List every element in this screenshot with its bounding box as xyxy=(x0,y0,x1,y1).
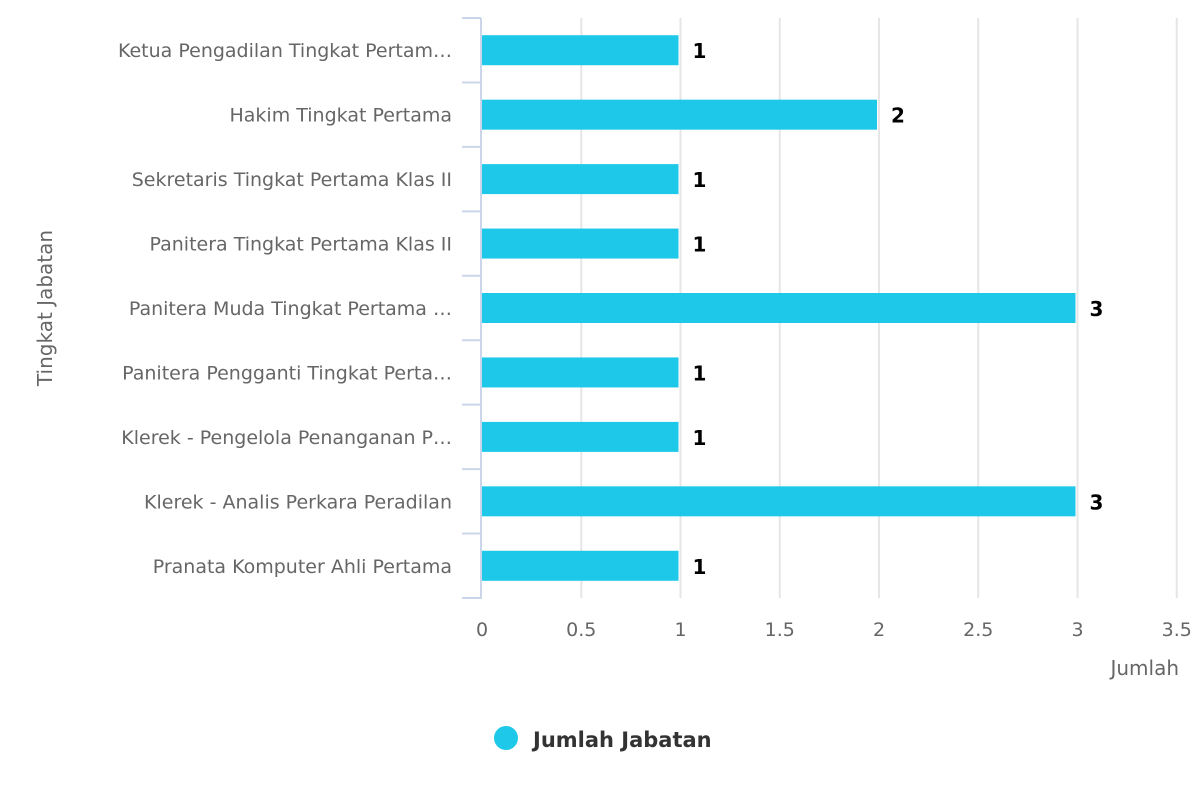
y-axis-title: Tingkat Jabatan xyxy=(33,230,57,387)
y-category-label: Pranata Komputer Ahli Pertama xyxy=(153,556,452,578)
bar xyxy=(482,35,679,66)
y-category-label: Ketua Pengadilan Tingkat Pertam… xyxy=(118,40,452,62)
y-category-label: Klerek - Pengelola Penanganan P… xyxy=(121,427,452,449)
x-tick-label: 3.5 xyxy=(1162,619,1192,641)
legend-marker-icon xyxy=(494,726,518,750)
data-label: 1 xyxy=(693,39,707,63)
bar xyxy=(482,228,679,259)
legend-item[interactable]: Jumlah Jabatan xyxy=(494,726,712,752)
x-axis-title: Jumlah xyxy=(1108,656,1179,680)
x-tick-label: 2 xyxy=(873,619,885,641)
x-tick-label: 2.5 xyxy=(963,619,993,641)
x-tick-label: 0 xyxy=(476,619,488,641)
y-category-label: Panitera Pengganti Tingkat Perta… xyxy=(122,362,452,384)
x-tick-label: 1 xyxy=(674,619,686,641)
y-category-label: Panitera Muda Tingkat Pertama … xyxy=(129,298,452,320)
axes xyxy=(462,17,482,599)
bar xyxy=(482,421,679,452)
bar xyxy=(482,293,1076,323)
bars xyxy=(482,35,1076,581)
x-tick-label: 3 xyxy=(1071,619,1083,641)
data-label: 3 xyxy=(1090,297,1104,321)
x-tick-label: 1.5 xyxy=(765,619,795,641)
y-category-label: Sekretaris Tingkat Pertama Klas II xyxy=(132,169,452,191)
x-tick-label: 0.5 xyxy=(566,619,596,641)
y-category-label: Hakim Tingkat Pertama xyxy=(230,105,453,127)
bar xyxy=(482,164,679,195)
data-label: 1 xyxy=(693,555,707,579)
data-label: 1 xyxy=(693,168,707,192)
legend-label[interactable]: Jumlah Jabatan xyxy=(531,728,712,752)
data-label: 1 xyxy=(693,361,707,385)
bar xyxy=(482,550,679,581)
bar xyxy=(482,357,679,388)
bar xyxy=(482,99,877,130)
data-label: 1 xyxy=(693,426,707,450)
data-label: 3 xyxy=(1090,490,1104,514)
y-category-label: Panitera Tingkat Pertama Klas II xyxy=(150,234,453,256)
labels: 0 0.5 1 1.5 2 2.5 3 3.5 1 Ketua Pengadilan Tingka… xyxy=(118,39,1192,641)
data-label: 1 xyxy=(693,233,707,257)
y-category-label: Klerek - Analis Perkara Peradilan xyxy=(144,491,452,513)
bar xyxy=(482,486,1076,517)
data-label: 2 xyxy=(891,104,905,128)
